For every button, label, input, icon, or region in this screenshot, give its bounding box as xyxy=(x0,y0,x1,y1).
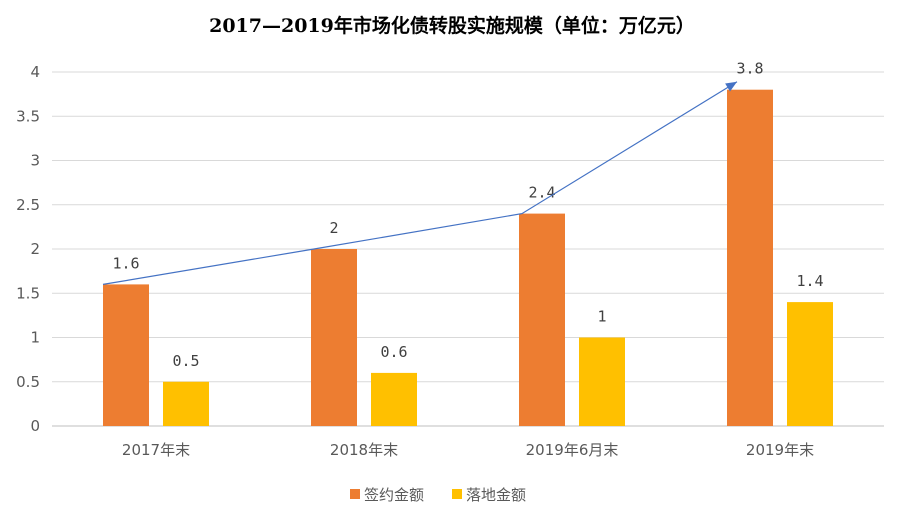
x-tick-label: 2019年末 xyxy=(746,441,814,459)
chart-title: 2017—2019年市场化债转股实施规模（单位：万亿元） xyxy=(209,14,695,37)
x-tick-label: 2019年6月末 xyxy=(526,441,619,459)
data-label: 1.4 xyxy=(796,272,823,290)
bar-landed xyxy=(579,337,625,426)
y-tick-label: 0 xyxy=(30,417,40,435)
y-tick-label: 3 xyxy=(30,152,40,170)
y-tick-label: 0.5 xyxy=(16,373,40,391)
y-tick-label: 1 xyxy=(30,329,40,347)
data-label: 3.8 xyxy=(736,60,763,78)
y-tick-label: 2.5 xyxy=(16,196,40,214)
legend: 签约金额 落地金额 xyxy=(350,486,526,504)
bar-signed xyxy=(519,213,565,426)
y-tick-label: 1.5 xyxy=(16,284,40,302)
data-label: 0.5 xyxy=(172,352,199,370)
trend-arrow-line xyxy=(102,81,738,285)
y-tick-label: 3.5 xyxy=(16,107,40,125)
bars xyxy=(103,89,833,426)
bar-signed xyxy=(727,89,773,426)
legend-label: 落地金额 xyxy=(466,486,526,504)
data-label: 2 xyxy=(329,219,338,237)
bar-landed xyxy=(787,302,833,426)
y-tick-label: 2 xyxy=(30,240,40,258)
data-label: 1 xyxy=(597,308,606,326)
bar-signed xyxy=(311,249,357,426)
x-tick-label: 2017年末 xyxy=(122,441,190,459)
data-label: 1.6 xyxy=(112,254,139,272)
legend-label: 签约金额 xyxy=(364,486,424,504)
arrowhead-icon xyxy=(725,81,737,92)
data-labels: 1.6 0.5 2 0.6 2.4 1 3.8 1.4 xyxy=(102,60,824,370)
y-tick-label: 4 xyxy=(30,63,40,81)
data-label: 2.4 xyxy=(528,184,555,202)
bar-landed xyxy=(371,372,417,426)
bar-landed xyxy=(163,381,209,426)
axes: 0 0.5 1 1.5 2 2.5 3 3.5 4 2017年末 2018年末 2019年6月末 201… xyxy=(16,63,814,459)
data-label: 0.6 xyxy=(380,343,407,361)
bar-signed xyxy=(103,284,149,426)
x-tick-label: 2018年末 xyxy=(330,441,398,459)
legend-swatch xyxy=(350,489,360,499)
legend-swatch xyxy=(452,489,462,499)
